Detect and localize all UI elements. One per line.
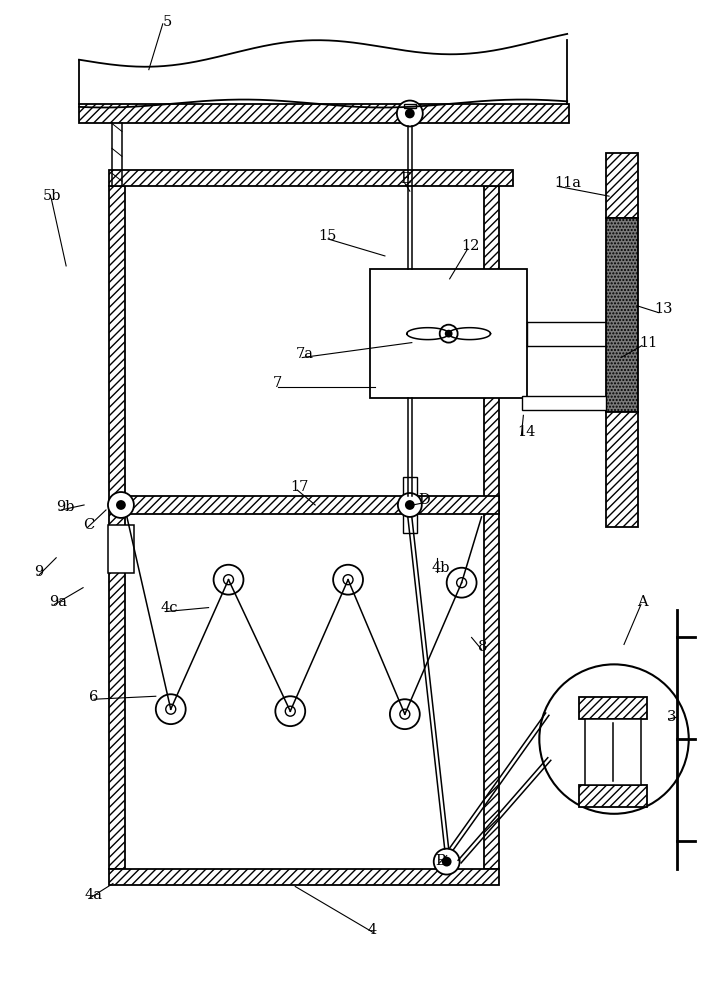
- Circle shape: [166, 704, 175, 714]
- Bar: [404, 104, 416, 108]
- Text: 6: 6: [89, 690, 99, 704]
- Text: 14: 14: [518, 425, 536, 439]
- Text: C: C: [83, 518, 94, 532]
- Bar: [109, 186, 125, 869]
- Circle shape: [276, 696, 305, 726]
- Text: 13: 13: [654, 302, 672, 316]
- Bar: [108, 525, 134, 573]
- Text: 11: 11: [639, 336, 657, 350]
- Text: 4a: 4a: [84, 888, 102, 902]
- Text: 8: 8: [478, 640, 487, 654]
- Bar: [606, 153, 638, 218]
- Bar: [79, 104, 569, 123]
- Bar: [579, 785, 647, 807]
- Circle shape: [439, 325, 457, 343]
- Text: 9a: 9a: [49, 595, 67, 609]
- Circle shape: [343, 575, 353, 585]
- Text: 5b: 5b: [44, 189, 62, 203]
- Bar: [523, 396, 606, 410]
- Circle shape: [398, 493, 422, 517]
- Circle shape: [333, 565, 363, 595]
- Bar: [606, 412, 638, 527]
- Circle shape: [406, 110, 414, 117]
- Bar: [370, 269, 527, 398]
- Circle shape: [539, 664, 689, 814]
- Text: 4b: 4b: [431, 561, 450, 575]
- Circle shape: [400, 709, 410, 719]
- Bar: [484, 186, 500, 869]
- Text: D: D: [418, 493, 429, 507]
- Circle shape: [446, 331, 452, 337]
- Text: 17: 17: [290, 480, 309, 494]
- Circle shape: [406, 501, 414, 509]
- Circle shape: [457, 578, 467, 588]
- Text: 12: 12: [462, 239, 480, 253]
- Circle shape: [214, 565, 244, 595]
- Circle shape: [286, 706, 295, 716]
- Circle shape: [434, 849, 460, 875]
- Bar: [109, 869, 500, 885]
- Circle shape: [443, 858, 451, 866]
- Text: 4: 4: [368, 923, 377, 937]
- Bar: [579, 697, 647, 719]
- Text: 7: 7: [273, 376, 281, 390]
- Bar: [403, 477, 417, 533]
- Bar: [109, 170, 513, 186]
- Text: 15: 15: [318, 229, 336, 243]
- Text: 3: 3: [667, 710, 676, 724]
- Circle shape: [447, 568, 476, 598]
- Circle shape: [108, 492, 134, 518]
- Text: 5: 5: [163, 15, 172, 29]
- Bar: [125, 496, 500, 514]
- Circle shape: [117, 501, 125, 509]
- Text: 4c: 4c: [161, 601, 178, 615]
- Circle shape: [397, 101, 423, 126]
- Text: A: A: [637, 595, 647, 609]
- Text: B: B: [436, 854, 447, 868]
- Bar: [606, 218, 638, 412]
- Circle shape: [390, 699, 420, 729]
- Circle shape: [223, 575, 233, 585]
- Text: 11a: 11a: [554, 176, 581, 190]
- Text: 9b: 9b: [56, 500, 75, 514]
- Text: E: E: [400, 172, 410, 186]
- Bar: [585, 719, 641, 785]
- Text: 9: 9: [34, 565, 44, 579]
- Circle shape: [156, 694, 186, 724]
- Text: 7a: 7a: [295, 347, 313, 361]
